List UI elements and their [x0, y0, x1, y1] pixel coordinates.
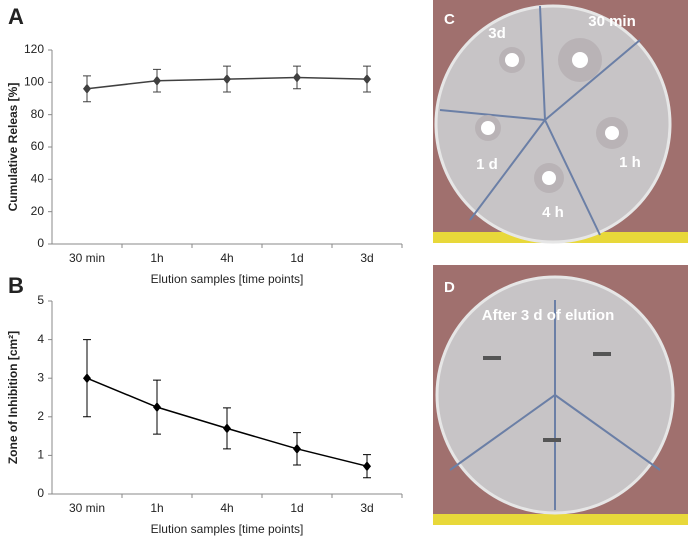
x-axis-label: Elution samples [time points]	[151, 272, 304, 286]
marker	[293, 443, 301, 454]
y-tick-label: 120	[24, 42, 44, 56]
x-tick-label: 3d	[360, 501, 373, 515]
y-tick-label: 1	[37, 448, 44, 462]
photo-label: 1 d	[476, 156, 498, 173]
panel-letter: C	[444, 11, 455, 28]
y-tick-label: 80	[31, 107, 45, 121]
y-tick-label: 40	[31, 172, 45, 186]
y-axis-label: Cumulative Releas [%]	[6, 83, 20, 212]
y-tick-label: 5	[37, 293, 44, 307]
photo-label: 4 h	[542, 204, 564, 221]
marker	[293, 72, 301, 83]
y-tick-label: 2	[37, 409, 44, 423]
marker	[153, 75, 161, 86]
marker	[363, 461, 371, 472]
marker	[223, 423, 231, 434]
y-tick-label: 3	[37, 370, 44, 384]
panel-letter: B	[8, 273, 24, 298]
x-tick-label: 30 min	[69, 501, 105, 515]
y-tick-label: 0	[37, 486, 44, 500]
x-axis-label: Elution samples [time points]	[151, 522, 304, 536]
y-tick-label: 20	[31, 204, 45, 218]
photo-label: 30 min	[588, 13, 636, 30]
photo-d	[433, 265, 688, 525]
x-tick-label: 4h	[220, 251, 233, 265]
x-tick-label: 4h	[220, 501, 233, 515]
panel-letter: A	[8, 4, 24, 29]
marker	[223, 74, 231, 85]
y-tick-label: 4	[37, 332, 44, 346]
y-tick-label: 100	[24, 75, 44, 89]
photo-label: 1 h	[619, 154, 641, 171]
x-tick-label: 1d	[290, 251, 303, 265]
marker	[83, 373, 91, 384]
y-tick-label: 0	[37, 236, 44, 250]
x-tick-label: 30 min	[69, 251, 105, 265]
x-tick-label: 3d	[360, 251, 373, 265]
y-tick-label: 60	[31, 139, 45, 153]
x-tick-label: 1h	[150, 251, 163, 265]
x-tick-label: 1h	[150, 501, 163, 515]
panel-letter: D	[444, 279, 455, 296]
x-tick-label: 1d	[290, 501, 303, 515]
marker	[363, 74, 371, 85]
photo-label: After 3 d of elution	[482, 307, 615, 324]
marker	[153, 402, 161, 413]
y-axis-label: Zone of Inhibition [cm²]	[6, 331, 20, 464]
marker	[83, 83, 91, 94]
photo-c	[433, 0, 688, 244]
photo-label: 3d	[488, 25, 506, 42]
